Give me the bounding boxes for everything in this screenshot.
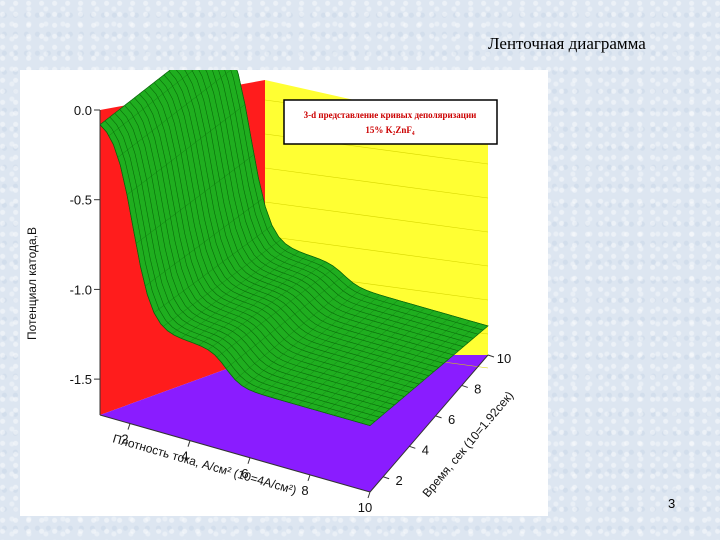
z-tick-label: -0.5 <box>70 193 92 208</box>
surface-rib-line <box>342 318 462 419</box>
z-tick-label: 0.0 <box>74 103 92 118</box>
back-gridline <box>264 167 489 199</box>
surface-rib-line <box>369 325 489 426</box>
x-tick-mark <box>127 423 131 430</box>
z-axis-label: Потенциал катода,В <box>25 227 39 340</box>
x-tick-label: 2 <box>121 432 128 447</box>
surface-rib-line <box>288 302 408 403</box>
surface-rib-line <box>261 294 381 395</box>
surface-rib-line <box>126 104 246 195</box>
y-tick-mark <box>409 445 416 449</box>
surface-rib-line <box>234 282 354 380</box>
surface-rib-line <box>324 312 444 413</box>
y-tick-label: 10 <box>497 351 511 366</box>
y-axis-ticks: 2 4 6 8 10 <box>382 351 511 488</box>
surface-rib-line <box>279 300 399 401</box>
surface-rib-line <box>117 70 232 158</box>
x-tick-mark <box>187 440 191 447</box>
surface-rib-line <box>306 307 426 408</box>
surface-rib-line <box>198 257 318 346</box>
z-tick-label: -1.0 <box>70 282 92 297</box>
surface-rib-line <box>360 323 480 424</box>
x-axis-ticks: 2 4 6 8 10 <box>121 423 372 515</box>
slide-title: Ленточная диаграмма <box>488 34 646 53</box>
surface-rib-line <box>315 310 435 411</box>
surface-rib-line <box>351 320 471 421</box>
legend-line-1: 3-d представление кривых деполяризации <box>304 110 477 120</box>
y-tick-label: 6 <box>448 412 455 427</box>
x-tick-mark <box>247 457 251 464</box>
surface-chart: 3-d представление кривых деполяризации 1… <box>25 70 516 515</box>
surface-rib-line <box>153 225 273 313</box>
surface-rib-line <box>225 275 345 369</box>
x-tick-label: 4 <box>181 449 188 464</box>
chart-legend: 3-d представление кривых деполяризации 1… <box>283 99 498 145</box>
surface-rib-line <box>207 261 327 350</box>
surface-rib-line <box>216 267 336 358</box>
surface-rib-line <box>333 315 453 416</box>
y-tick-mark <box>461 384 468 388</box>
surface-rib-line <box>270 297 390 398</box>
z-tick-label: -1.5 <box>70 372 92 387</box>
surface-rib-line <box>180 251 300 339</box>
z-axis-ticks: 0.0 -0.5 -1.0 -1.5 <box>70 103 100 387</box>
surface-rib-line <box>162 239 282 327</box>
x-tick-mark <box>367 491 371 499</box>
y-tick-mark <box>487 354 495 358</box>
surface-rib-line <box>189 254 309 342</box>
x-tick-label: 6 <box>241 466 248 481</box>
surface-gridlines <box>99 70 489 426</box>
page-number: 3 <box>668 496 676 511</box>
back-gridline <box>264 201 489 233</box>
surface-rib-line <box>99 70 171 125</box>
y-tick-label: 4 <box>422 442 429 457</box>
y-axis-line <box>369 354 489 493</box>
surface-rib-line <box>108 70 194 136</box>
x-axis-line <box>99 414 371 493</box>
y-tick-mark <box>435 415 442 419</box>
x-tick-label: 10 <box>358 500 372 515</box>
surface-rib-line <box>171 246 291 335</box>
back-gridline <box>264 235 489 267</box>
surface-rib-line <box>252 291 372 392</box>
chart-area: 3-d представление кривых деполяризации 1… <box>20 70 548 516</box>
legend-line-2: 15% K₂ZnF₄ <box>365 125 414 135</box>
y-tick-label: 8 <box>474 381 481 396</box>
surface-rib-line <box>144 198 264 287</box>
x-tick-label: 8 <box>301 483 308 498</box>
surface-rib-line <box>243 288 363 388</box>
surface-rib-line <box>135 154 255 244</box>
x-tick-mark <box>307 474 311 482</box>
y-tick-label: 2 <box>395 473 402 488</box>
y-tick-mark <box>382 476 390 480</box>
surface-rib-line <box>297 305 417 406</box>
